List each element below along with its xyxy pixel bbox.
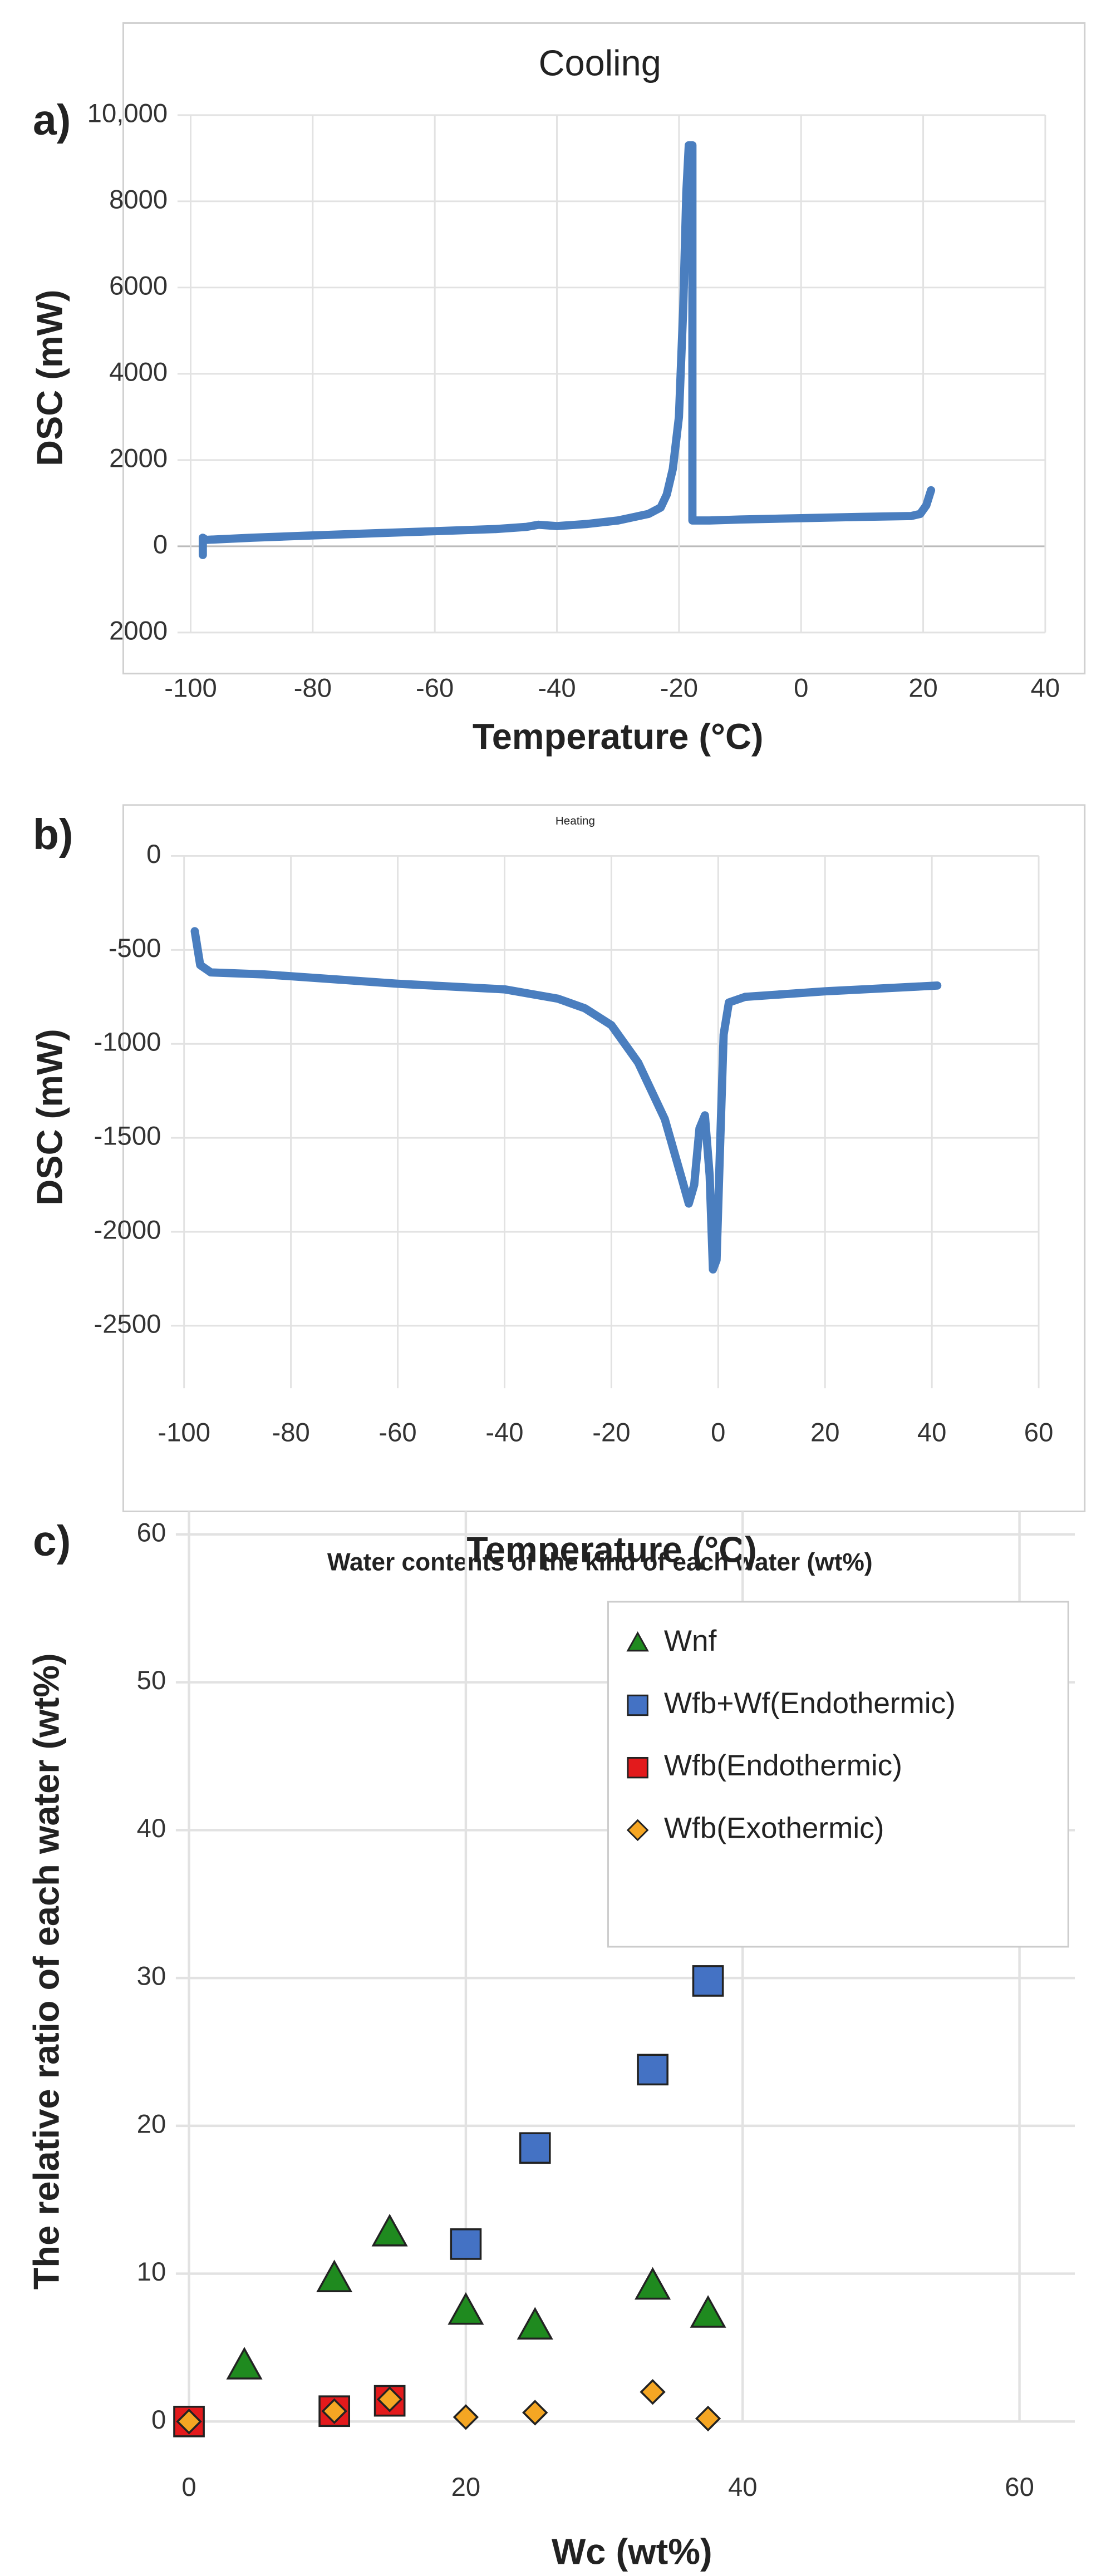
x-tick-label: -80	[272, 1418, 309, 1447]
legend-marker	[627, 1756, 648, 1779]
point	[176, 2409, 202, 2435]
panel-label: a)	[33, 97, 71, 144]
chart-title: Water contents of the kind of each water…	[327, 1549, 873, 1576]
point	[448, 2292, 484, 2325]
x-tick-label: -100	[158, 1418, 210, 1447]
legend-marker	[626, 1631, 649, 1652]
legend-box	[607, 1601, 1069, 1948]
x-tick-label: 60	[1005, 2473, 1034, 2502]
x-tick-label: -60	[378, 1418, 416, 1447]
point	[695, 2405, 721, 2432]
x-tick-label: 40	[728, 2473, 758, 2502]
legend-label: Wfb+Wf(Endothermic)	[664, 1687, 956, 1720]
y-axis-label: The relative ratio of each water (wt%)	[26, 1653, 67, 2289]
y-tick-label: 6000	[109, 271, 168, 300]
y-tick-label: 40	[137, 1814, 166, 1843]
y-tick-label: -1000	[94, 1028, 161, 1057]
y-tick-label: 8000	[109, 185, 168, 214]
point	[690, 2295, 726, 2328]
x-tick-label: 20	[810, 1418, 840, 1447]
y-tick-label: 20	[137, 2109, 166, 2139]
x-axis-label: Temperature (°C)	[466, 1529, 757, 1570]
line	[198, 141, 936, 559]
x-tick-label: -20	[660, 674, 698, 703]
y-tick-label: 4000	[109, 357, 168, 387]
y-tick-label: 60	[137, 1518, 166, 1547]
legend-marker	[626, 1819, 649, 1842]
x-tick-label: 0	[794, 674, 808, 703]
y-tick-label: -1500	[94, 1122, 161, 1151]
y-tick-label: -2500	[94, 1309, 161, 1339]
x-tick-label: 40	[1031, 674, 1060, 703]
y-tick-label: 10	[137, 2257, 166, 2287]
y-tick-label: -2000	[94, 1216, 161, 1245]
point	[453, 2404, 479, 2430]
point	[637, 2054, 668, 2086]
line	[190, 927, 942, 1274]
chart-title: Heating	[556, 815, 595, 827]
point	[450, 2228, 482, 2260]
x-tick-label: -60	[416, 674, 454, 703]
legend-label: Wnf	[664, 1625, 717, 1657]
legend-marker	[627, 1694, 648, 1716]
point	[376, 2386, 403, 2412]
y-tick-label: 2000	[109, 443, 168, 473]
y-tick-label: 0	[153, 530, 168, 559]
x-tick-label: 40	[917, 1418, 947, 1447]
y-tick-label: 2000	[109, 616, 168, 645]
x-tick-label: -20	[592, 1418, 630, 1447]
x-tick-label: -40	[538, 674, 576, 703]
panel-label: b)	[33, 811, 73, 858]
panel-label: c)	[33, 1518, 71, 1565]
point	[522, 2400, 548, 2426]
point	[692, 1965, 724, 1997]
y-tick-label: -500	[109, 934, 161, 963]
frame-b	[122, 804, 1086, 1513]
y-tick-label: 0	[151, 2405, 166, 2435]
point	[316, 2259, 353, 2292]
y-tick-label: 10,000	[87, 98, 168, 128]
y-tick-label: 0	[146, 840, 161, 869]
x-tick-label: 0	[181, 2473, 196, 2502]
y-tick-label: 50	[137, 1666, 166, 1695]
legend-label: Wfb(Exothermic)	[664, 1812, 884, 1844]
x-tick-label: 20	[451, 2473, 481, 2502]
point	[226, 2347, 263, 2380]
point	[635, 2267, 671, 2300]
point	[640, 2379, 666, 2405]
x-tick-label: 60	[1024, 1418, 1054, 1447]
x-tick-label: -80	[294, 674, 332, 703]
point	[517, 2307, 553, 2340]
y-tick-label: 30	[137, 1962, 166, 1991]
point	[519, 2132, 551, 2164]
x-tick-label: 0	[711, 1418, 725, 1447]
y-axis-label: DSC (mW)	[30, 290, 70, 466]
x-tick-label: 20	[908, 674, 938, 703]
x-axis-label: Wc (wt%)	[552, 2531, 712, 2572]
legend-label: Wfb(Endothermic)	[664, 1749, 902, 1782]
frame-a	[122, 22, 1086, 675]
point	[321, 2398, 347, 2424]
y-axis-label: DSC (mW)	[30, 1029, 70, 1205]
chart-title: Cooling	[539, 42, 661, 83]
x-tick-label: -100	[164, 674, 217, 703]
x-tick-label: -40	[485, 1418, 523, 1447]
x-axis-label: Temperature (°C)	[473, 716, 764, 757]
point	[371, 2214, 408, 2247]
